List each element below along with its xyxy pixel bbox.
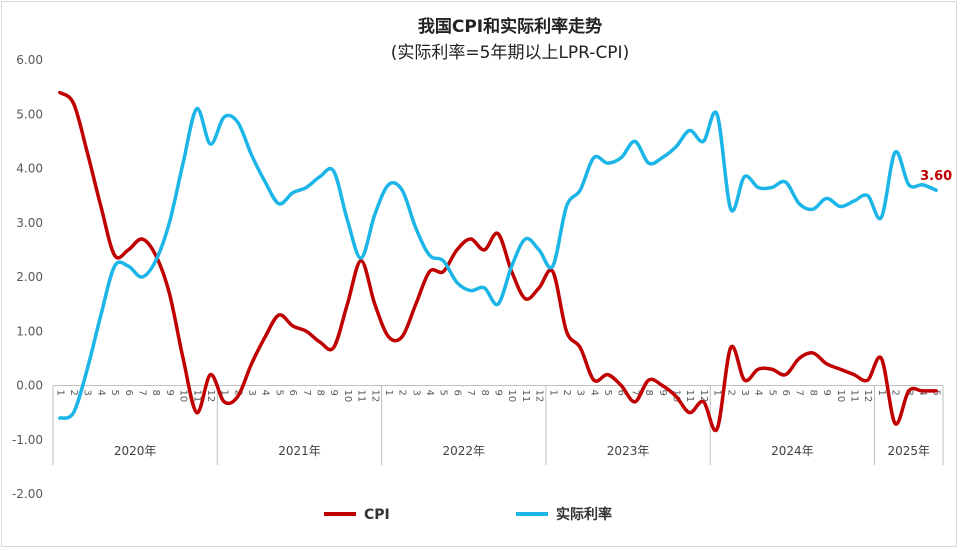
month-tick-label: 5 [766,390,777,396]
month-tick-label: 8 [315,390,326,396]
month-tick-label: 11 [191,390,202,403]
month-tick-label: 10 [506,390,517,403]
data-label-last-real-rate: 3.60 [920,169,952,184]
year-label: 2021年 [278,444,321,458]
month-tick-label: 12 [369,390,380,403]
month-tick-label: 4 [95,390,106,396]
y-tick-label: -1.00 [12,433,43,447]
month-tick-label: 8 [150,390,161,396]
chart-subtitle: (实际利率=5年期以上LPR-CPI) [391,43,629,63]
month-tick-label: 11 [520,390,531,403]
month-tick-label: 11 [849,390,860,403]
month-tick-label: 3 [575,390,586,396]
month-tick-label: 3 [410,390,421,396]
month-tick-label: 10 [178,390,189,403]
plot-area [58,90,938,433]
month-tick-label: 2 [232,390,243,396]
month-tick-label: 4 [260,390,271,396]
month-tick-label: 9 [328,390,339,396]
month-tick-label: 9 [821,390,832,396]
month-tick-label: 5 [438,390,449,396]
month-tick-label: 7 [137,390,148,396]
month-tick-label: 5 [931,390,942,396]
month-tick-label: 1 [54,390,65,396]
y-tick-label: 4.00 [16,162,43,176]
month-tick-label: 9 [657,390,668,396]
real-rate-line [58,107,938,420]
month-tick-label: 2 [561,390,572,396]
month-tick-label: 3 [82,390,93,396]
month-tick-label: 8 [479,390,490,396]
legend-label-cpi: CPI [364,507,390,523]
month-tick-label: 7 [794,390,805,396]
month-tick-label: 12 [205,390,216,403]
month-tick-label: 9 [164,390,175,396]
month-tick-label: 1 [547,390,558,396]
y-tick-label: 3.00 [16,216,43,230]
month-tick-label: 7 [629,390,640,396]
y-tick-label: -2.00 [12,487,43,501]
month-tick-label: 6 [780,390,791,396]
year-label: 2024年 [771,444,814,458]
month-tick-label: 12 [534,390,545,403]
month-tick-label: 1 [712,390,723,396]
y-tick-label: 6.00 [16,53,43,67]
chart-title: 我国CPI和实际利率走势 [418,16,602,37]
month-tick-label: 3 [246,390,257,396]
month-tick-label: 11 [684,390,695,403]
month-tick-label: 2 [397,390,408,396]
month-tick-label: 5 [109,390,120,396]
legend: CPI 实际利率 [324,506,612,523]
month-tick-label: 5 [602,390,613,396]
month-tick-label: 12 [698,390,709,403]
month-tick-label: 4 [424,390,435,396]
month-tick-label: 2 [68,390,79,396]
month-tick-label: 4 [917,390,928,396]
month-tick-label: 4 [588,390,599,396]
month-tick-label: 10 [835,390,846,403]
month-tick-label: 3 [739,390,750,396]
y-tick-label: 0.00 [16,379,43,393]
month-tick-label: 5 [273,390,284,396]
month-tick-label: 8 [807,390,818,396]
year-label: 2020年 [114,444,157,458]
month-tick-label: 1 [876,390,887,396]
y-tick-label: 1.00 [16,324,43,338]
month-tick-label: 11 [356,390,367,403]
y-tick-label: 5.00 [16,107,43,121]
y-tick-label: 2.00 [16,270,43,284]
month-tick-label: 6 [287,390,298,396]
cpi-line [58,90,938,433]
month-tick-label: 10 [342,390,353,403]
month-tick-label: 7 [301,390,312,396]
year-label: 2023年 [607,444,650,458]
month-tick-label: 6 [616,390,627,396]
month-tick-label: 12 [862,390,873,403]
legend-label-real-rate: 实际利率 [556,506,612,523]
year-label: 2022年 [442,444,485,458]
month-tick-label: 6 [451,390,462,396]
month-tick-label: 9 [493,390,504,396]
month-tick-label: 1 [383,390,394,396]
month-tick-label: 8 [643,390,654,396]
year-label: 2025年 [887,444,930,458]
month-tick-label: 1 [219,390,230,396]
y-axis: -2.00 -1.00 0.00 1.00 2.00 3.00 4.00 5.00 6.00 [12,53,43,501]
annotations: 3.60 [920,169,952,184]
month-tick-label: 6 [123,390,134,396]
month-tick-label: 2 [725,390,736,396]
month-tick-label: 4 [753,390,764,396]
month-tick-label: 2 [890,390,901,396]
month-tick-label: 7 [465,390,476,396]
